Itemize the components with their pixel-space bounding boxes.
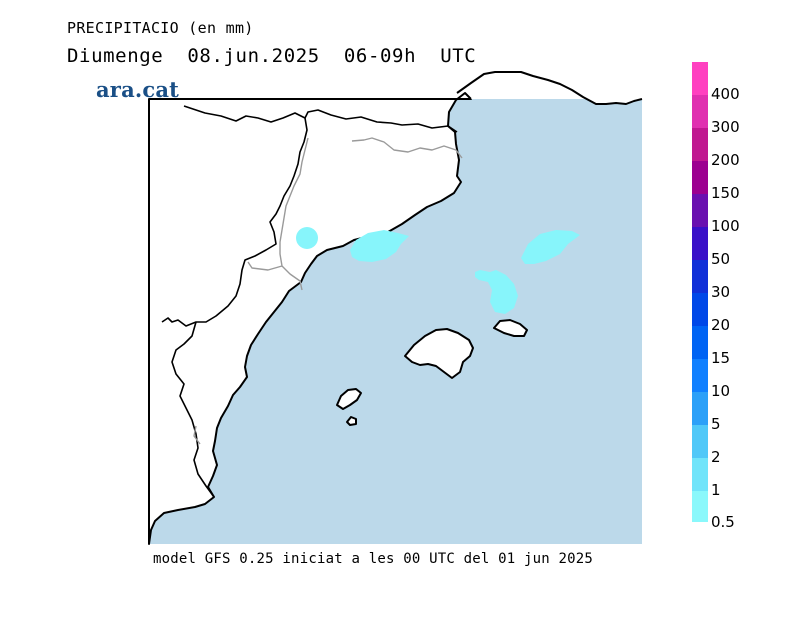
legend-label-150: 150 <box>711 184 740 202</box>
legend-swatch-50 <box>692 227 708 260</box>
map-title: PRECIPITACIO (en mm) <box>67 19 254 37</box>
precip-area-strait <box>475 270 518 314</box>
france-coastline <box>456 71 643 105</box>
forecast-date: Diumenge 08.jun.2025 06-09h UTC <box>67 45 477 67</box>
legend-swatch-2 <box>692 425 708 458</box>
ibiza-island <box>336 388 362 410</box>
legend-label-50: 50 <box>711 250 731 268</box>
legend-swatch-30 <box>692 260 708 293</box>
legend-swatch-0-5 <box>692 491 708 522</box>
legend-swatch-15 <box>692 326 708 359</box>
legend-swatch-1 <box>692 458 708 491</box>
precip-area-interior <box>296 227 318 249</box>
france-land <box>471 72 642 104</box>
legend-swatch-20 <box>692 293 708 326</box>
legend-label-15: 15 <box>711 349 731 367</box>
legend-label-30: 30 <box>711 283 731 301</box>
legend-label-0-5: 0.5 <box>711 513 735 531</box>
model-run-info: model GFS 0.25 iniciat a les 00 UTC del … <box>153 551 594 567</box>
province-borders <box>193 137 463 445</box>
valencia-border <box>171 321 215 498</box>
legend-label-200: 200 <box>711 151 740 169</box>
legend-label-100: 100 <box>711 217 740 235</box>
precip-area-coast <box>350 230 409 262</box>
legend-swatch-400 <box>692 62 708 95</box>
legend-swatch-200 <box>692 128 708 161</box>
legend-swatch-150 <box>692 161 708 194</box>
legend-label-2: 2 <box>711 448 721 466</box>
legend-swatch-10 <box>692 359 708 392</box>
legend-swatch-100 <box>692 194 708 227</box>
legend-label-20: 20 <box>711 316 731 334</box>
precip-area-north-menorca <box>521 230 580 264</box>
formentera-island <box>346 416 357 426</box>
legend-label-5: 5 <box>711 415 721 433</box>
catalonia-aragon-border <box>161 117 308 327</box>
mallorca-island <box>404 328 474 379</box>
ara-cat-logo[interactable]: ara.cat <box>96 77 180 102</box>
legend-label-300: 300 <box>711 118 740 136</box>
legend-label-1: 1 <box>711 481 721 499</box>
legend-label-400: 400 <box>711 85 740 103</box>
menorca-island <box>493 319 528 337</box>
pyrenees-border <box>183 105 458 133</box>
legend-swatch-5 <box>692 392 708 425</box>
legend-swatch-300 <box>692 95 708 128</box>
legend-label-10: 10 <box>711 382 731 400</box>
